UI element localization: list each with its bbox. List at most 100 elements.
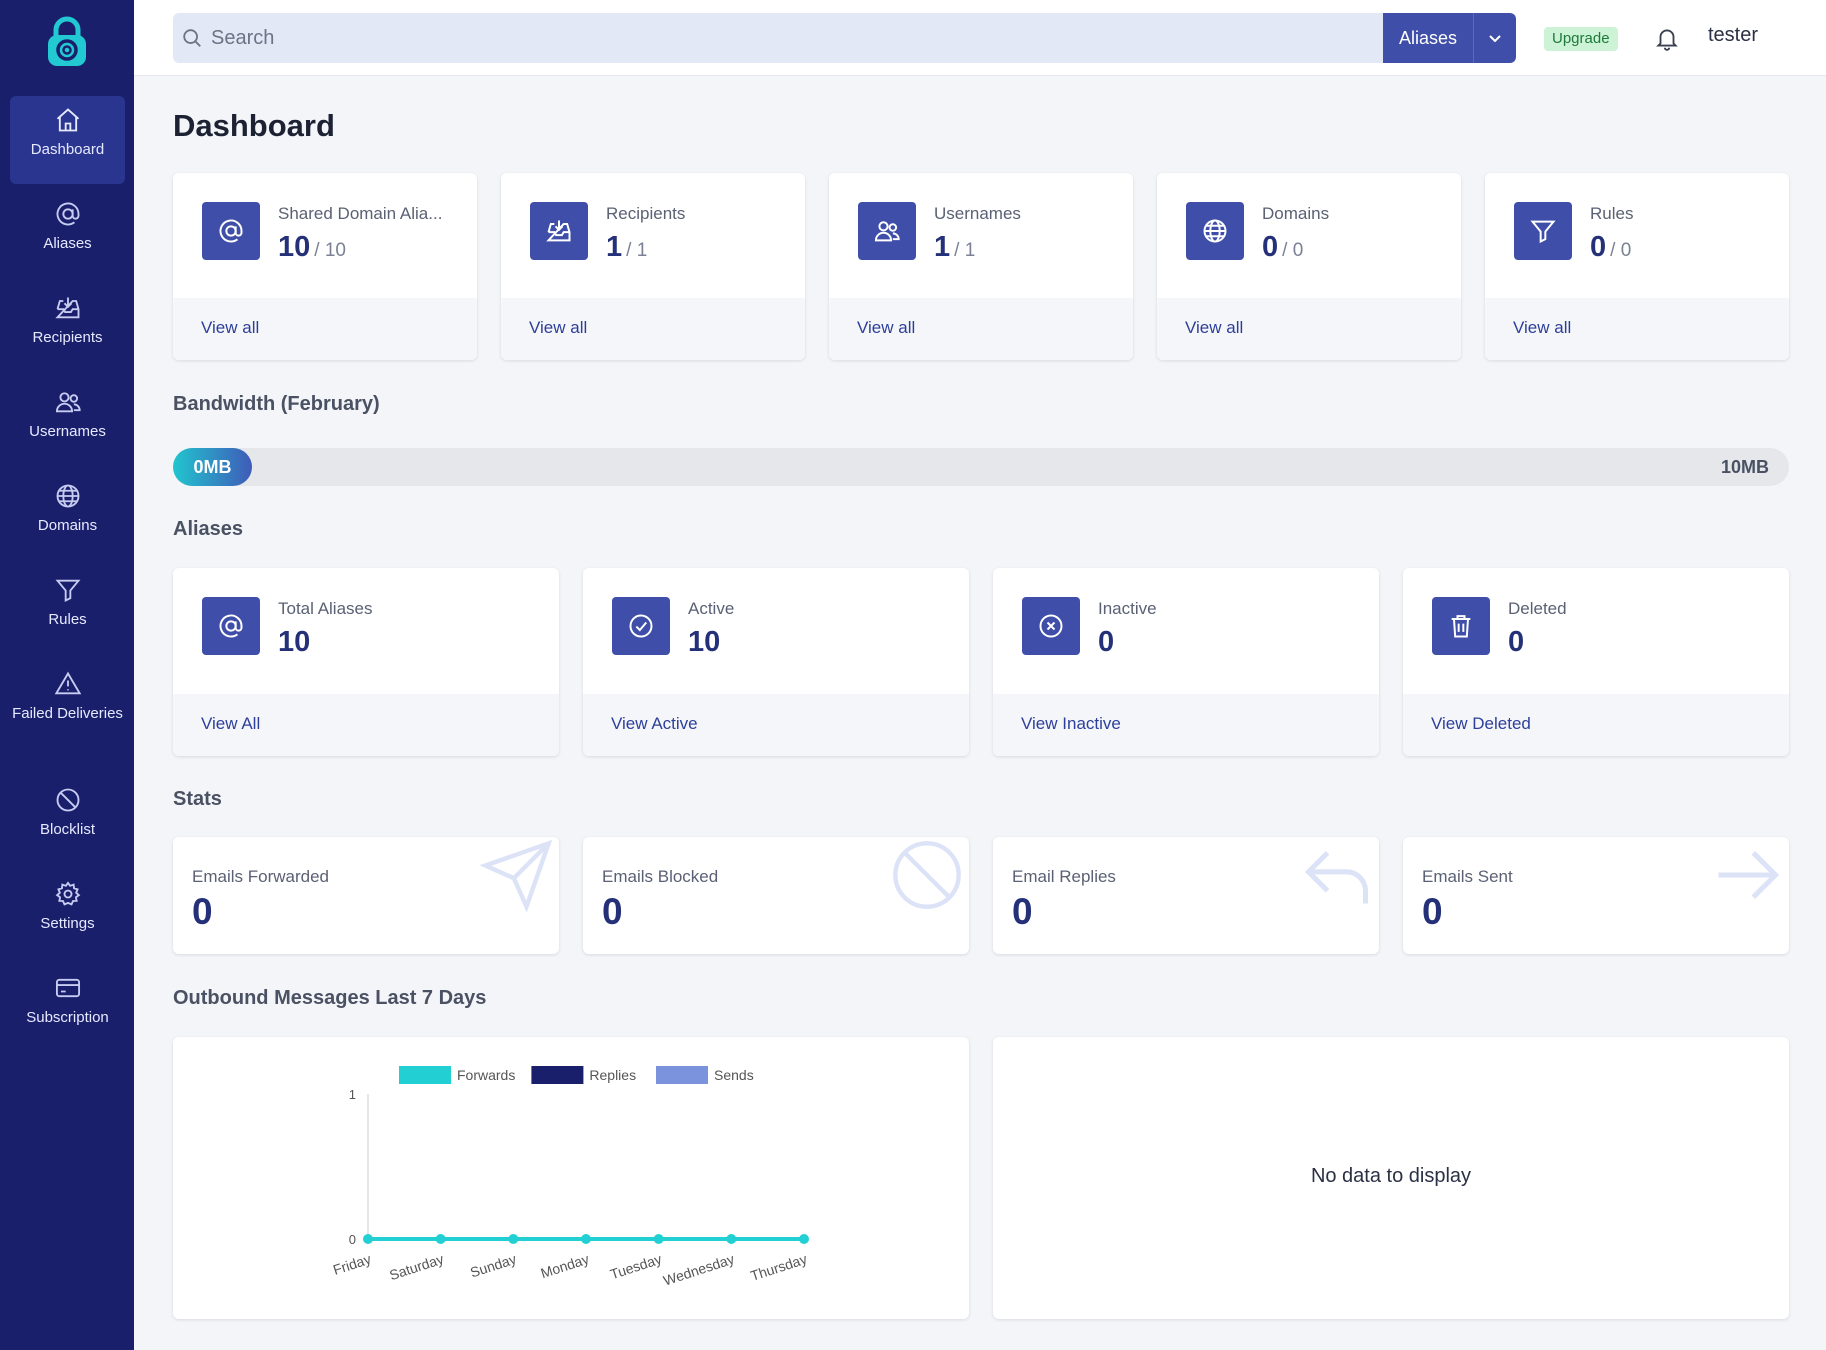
x-tick-label: Sunday [468,1251,518,1281]
stat-label: Emails Forwarded [192,867,329,886]
summary-card-shared-domain-aliases: Shared Domain Alia... 10/ 10 View all [173,173,477,360]
outbound-section-title: Outbound Messages Last 7 Days [173,987,487,1009]
card-label: Usernames [934,204,1021,223]
view-all-aliases-link[interactable]: View All [201,714,261,733]
card-label: Recipients [606,204,686,223]
sidebar-item-blocklist[interactable]: Blocklist [10,776,125,864]
x-tick-label: Wednesday [661,1251,736,1289]
outbound-empty-card: No data to display [993,1037,1789,1319]
stat-card-emails-blocked: Emails Blocked 0 [583,837,969,954]
bandwidth-used: 0MB [173,448,252,486]
card-label: Shared Domain Alia... [278,204,443,223]
card-value: 0 [1508,626,1525,658]
sidebar-item-settings[interactable]: Settings [10,870,125,958]
bell-icon[interactable] [1654,25,1680,51]
legend-label: Sends [714,1067,754,1083]
stat-card-emails-sent: Emails Sent 0 [1403,837,1789,954]
at-icon [202,202,260,260]
home-icon [56,108,79,132]
bandwidth-title: Bandwidth (February) [173,393,380,415]
ban-icon [56,788,79,812]
legend-label: Replies [589,1067,636,1083]
gear-icon [55,881,80,906]
sidebar-item-dashboard[interactable]: Dashboard [10,96,125,184]
view-all-link[interactable]: View all [857,318,916,337]
aliases-section-title: Aliases [173,518,244,540]
ban-icon [893,841,961,909]
stat-value: 0 [602,891,623,932]
sidebar-item-aliases[interactable]: Aliases [10,190,125,278]
sidebar-item-rules[interactable]: Rules [10,566,125,654]
upgrade-badge[interactable]: Upgrade [1544,27,1618,51]
card-label: Inactive [1098,599,1157,618]
chevron-down-icon [1489,35,1501,43]
bandwidth-max: 10MB [1720,457,1769,477]
card-label: Active [688,599,735,618]
sidebar-item-subscription[interactable]: Subscription [10,964,125,1052]
outbound-chart-card: Forwards Replies Sends 0 1 Friday Saturday Sund… [173,1037,969,1319]
view-all-link[interactable]: View all [1513,318,1572,337]
data-point [581,1234,591,1244]
send-icon [479,839,553,913]
summary-card-recipients: Recipients 1/ 1 View all [501,173,805,360]
data-point [508,1234,519,1244]
sidebar-item-failed-deliveries[interactable]: Failed Deliveries [10,660,125,760]
view-all-link[interactable]: View all [529,318,588,337]
warning-icon [54,671,81,695]
sidebar-item-recipients[interactable]: Recipients [10,284,125,372]
view-active-link[interactable]: View Active [611,714,698,733]
no-data-message: No data to display [1310,1165,1472,1187]
sidebar-item-label: Usernames [29,423,106,440]
search-scope-dropdown[interactable] [1473,13,1516,63]
search-input[interactable] [211,13,1371,63]
data-point [799,1234,809,1244]
reply-icon [1304,851,1369,904]
y-tick-label: 1 [349,1087,356,1102]
stat-card-emails-forwarded: Emails Forwarded 0 [173,837,559,954]
topbar: Aliases Upgrade tester [134,0,1826,76]
view-deleted-link[interactable]: View Deleted [1431,714,1531,733]
users-icon [858,202,916,260]
view-inactive-link[interactable]: View Inactive [1021,714,1121,733]
stat-value: 0 [192,891,213,932]
stats-section-title: Stats [173,788,222,810]
alias-card-total: Total Aliases 10 View All [173,568,559,756]
x-tick-label: Thursday [748,1251,808,1284]
data-point [435,1234,446,1244]
outbound-chart: Forwards Replies Sends 0 1 Friday Saturday Sund… [331,1066,809,1289]
user-menu[interactable]: tester [1708,24,1759,46]
x-tick-label: Saturday [387,1251,445,1284]
stat-label: Emails Sent [1422,867,1513,886]
globe-icon [56,484,79,508]
sidebar-item-label: Domains [37,517,98,534]
at-icon [56,202,79,226]
sidebar-item-label: Subscription [26,1009,109,1026]
credit-card-icon [55,978,80,998]
search-box [173,13,1383,63]
card-value: 1/ 1 [606,231,648,263]
stat-label: Emails Blocked [602,867,719,886]
bandwidth-progress-bar: 0MB 10MB [173,448,1789,486]
at-icon [202,597,260,655]
inbox-icon [54,297,79,319]
stat-label: Email Replies [1012,867,1116,886]
stat-card-email-replies: Email Replies 0 [993,837,1379,954]
legend-swatch [399,1066,451,1084]
sidebar-item-usernames[interactable]: Usernames [10,378,125,466]
summary-card-rules: Rules 0/ 0 View all [1485,173,1789,360]
app-logo-icon[interactable] [44,16,90,68]
sidebar-item-label: Dashboard [30,141,105,158]
search-scope-button[interactable]: Aliases [1383,13,1473,63]
sidebar-item-label: Blocklist [39,821,95,838]
users-icon [55,392,81,413]
legend-label: Forwards [457,1067,515,1083]
view-all-link[interactable]: View all [1185,318,1244,337]
card-label: Rules [1590,204,1634,223]
stat-value: 0 [1012,891,1033,932]
view-all-link[interactable]: View all [201,318,260,337]
stat-value: 0 [1422,891,1443,932]
sidebar-item-label: Settings [40,915,95,932]
summary-card-domains: Domains 0/ 0 View all [1157,173,1461,360]
card-value: 0 [1098,626,1115,658]
sidebar-item-domains[interactable]: Domains [10,472,125,560]
